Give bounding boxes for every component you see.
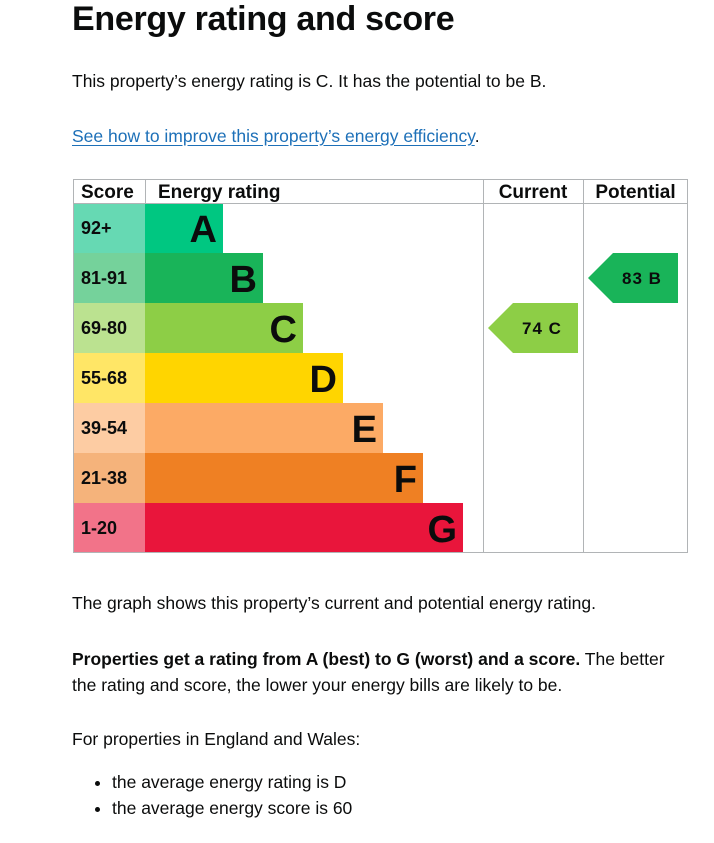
rating-bar-f [145,453,423,503]
rating-letter-d: D [310,359,337,401]
current-rating-arrow [488,303,578,353]
chart-border [73,179,688,553]
header-current: Current [499,182,568,203]
score-label-c: 69-80 [81,318,127,338]
score-cell-c [73,303,145,353]
average-score-item: the average energy score is 60 [112,795,352,821]
score-cell-b [73,253,145,303]
score-label-g: 1-20 [81,518,117,538]
score-label-e: 39-54 [81,418,127,438]
rating-letter-b: B [230,259,257,301]
score-cell-f [73,453,145,503]
header-energy-rating: Energy rating [158,182,280,203]
potential-rating-arrow [588,253,678,303]
rating-bar-g [145,503,463,553]
potential-rating-label: 83 B [622,269,662,288]
rating-bar-d [145,353,343,403]
score-cell-a [73,203,145,253]
improve-link-suffix: . [474,126,480,146]
rating-letter-e: E [352,409,377,451]
graph-caption: The graph shows this property’s current … [72,593,597,613]
improve-efficiency-link[interactable]: See how to improve this property’s energ… [72,126,475,146]
rating-letter-a: A [190,209,217,251]
rating-letter-g: G [427,509,457,551]
header-potential: Potential [595,182,675,203]
score-label-a: 92+ [81,218,112,238]
score-cell-e [73,403,145,453]
rating-letter-c: C [270,309,297,351]
score-label-d: 55-68 [81,368,127,388]
rating-explanation: Properties get a rating from A (best) to… [72,646,692,698]
average-rating-item: the average energy rating is D [112,769,352,795]
rating-bar-e [145,403,383,453]
rating-intro: This property’s energy rating is C. It h… [72,71,547,91]
current-rating-label: 74 C [522,319,562,338]
score-label-b: 81-91 [81,268,127,288]
page-title: Energy rating and score [72,0,455,38]
rating-explanation-bold: Properties get a rating from A (best) to… [72,649,581,669]
rating-bar-c [145,303,303,353]
improve-link-line: See how to improve this property’s energ… [72,123,480,149]
rating-explanation-rest: The better the rating and score, the low… [72,649,665,695]
score-cell-g [73,503,145,553]
averages-list: the average energy rating is D the avera… [72,769,352,821]
rating-letter-f: F [394,459,417,501]
score-cell-d [73,353,145,403]
rating-bar-b [145,253,263,303]
header-score: Score [81,182,134,203]
score-label-f: 21-38 [81,468,127,488]
rating-bar-a [145,203,223,253]
averages-intro: For properties in England and Wales: [72,729,361,749]
